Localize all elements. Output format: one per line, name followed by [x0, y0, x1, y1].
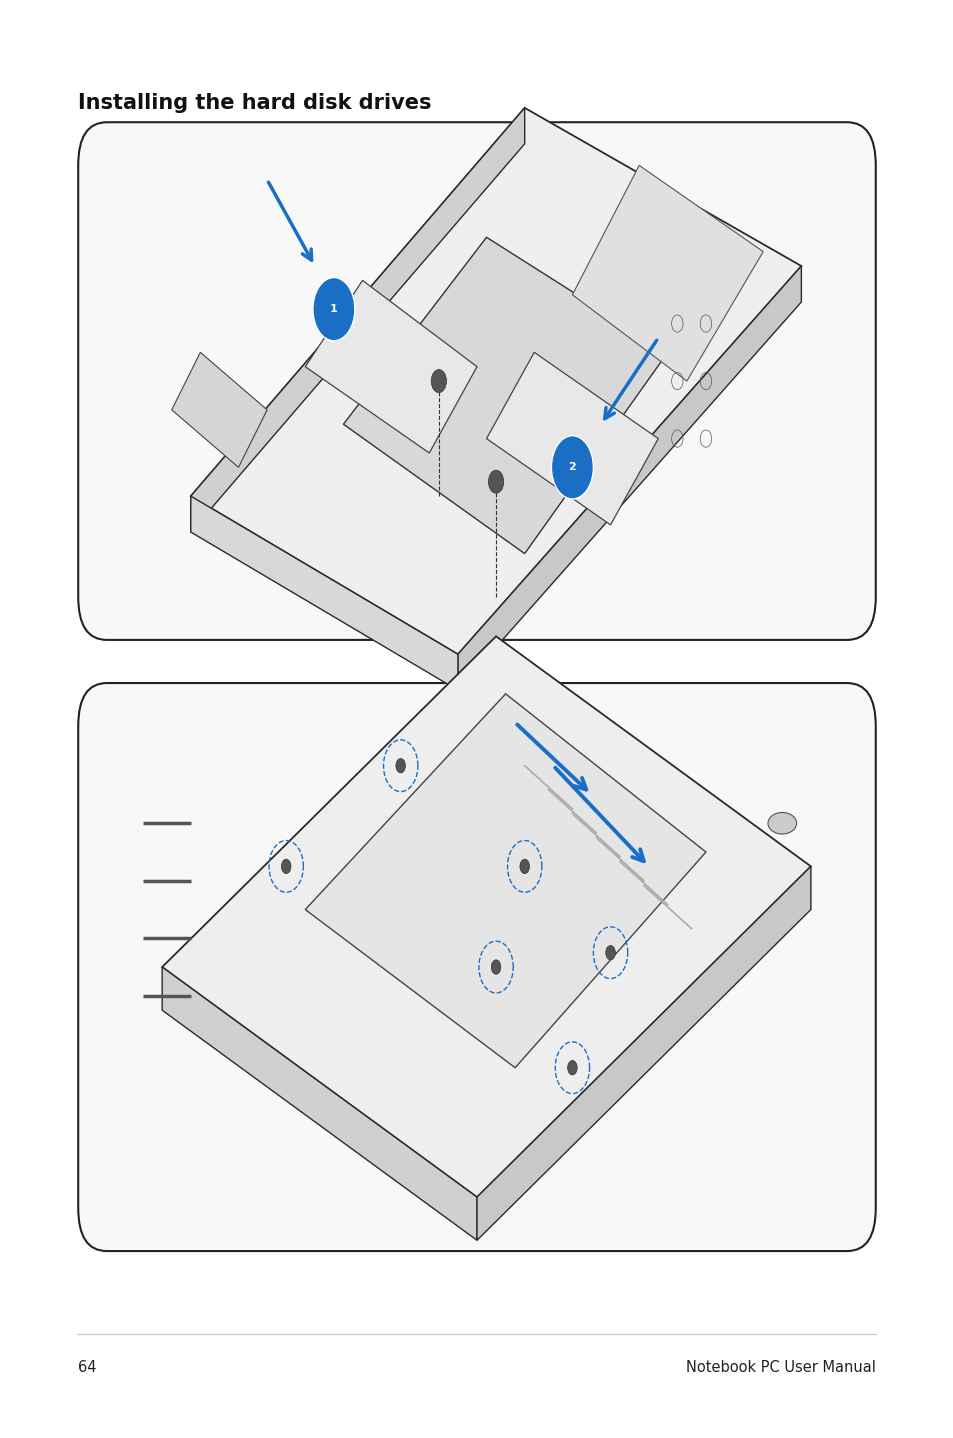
Polygon shape — [572, 165, 762, 381]
Circle shape — [567, 1061, 577, 1076]
Polygon shape — [305, 280, 476, 453]
Circle shape — [605, 946, 615, 961]
Polygon shape — [191, 108, 524, 532]
FancyBboxPatch shape — [78, 122, 875, 640]
Circle shape — [519, 858, 529, 874]
Circle shape — [488, 470, 503, 493]
Circle shape — [395, 759, 405, 774]
FancyBboxPatch shape — [78, 683, 875, 1251]
Polygon shape — [191, 496, 457, 690]
Circle shape — [313, 278, 355, 341]
Polygon shape — [172, 352, 267, 467]
Polygon shape — [476, 866, 810, 1240]
Circle shape — [281, 858, 291, 874]
Polygon shape — [486, 352, 658, 525]
Polygon shape — [191, 108, 801, 654]
Circle shape — [491, 961, 500, 975]
Circle shape — [551, 436, 593, 499]
Polygon shape — [162, 637, 810, 1196]
Text: 2: 2 — [568, 463, 576, 472]
Ellipse shape — [767, 812, 796, 834]
Text: 64: 64 — [78, 1360, 96, 1375]
Text: Notebook PC User Manual: Notebook PC User Manual — [685, 1360, 875, 1375]
Circle shape — [431, 370, 446, 393]
Polygon shape — [457, 266, 801, 690]
Polygon shape — [162, 968, 476, 1240]
Polygon shape — [343, 237, 667, 554]
Text: Installing the hard disk drives: Installing the hard disk drives — [78, 93, 432, 114]
Polygon shape — [305, 693, 705, 1067]
Text: 1: 1 — [330, 305, 337, 313]
